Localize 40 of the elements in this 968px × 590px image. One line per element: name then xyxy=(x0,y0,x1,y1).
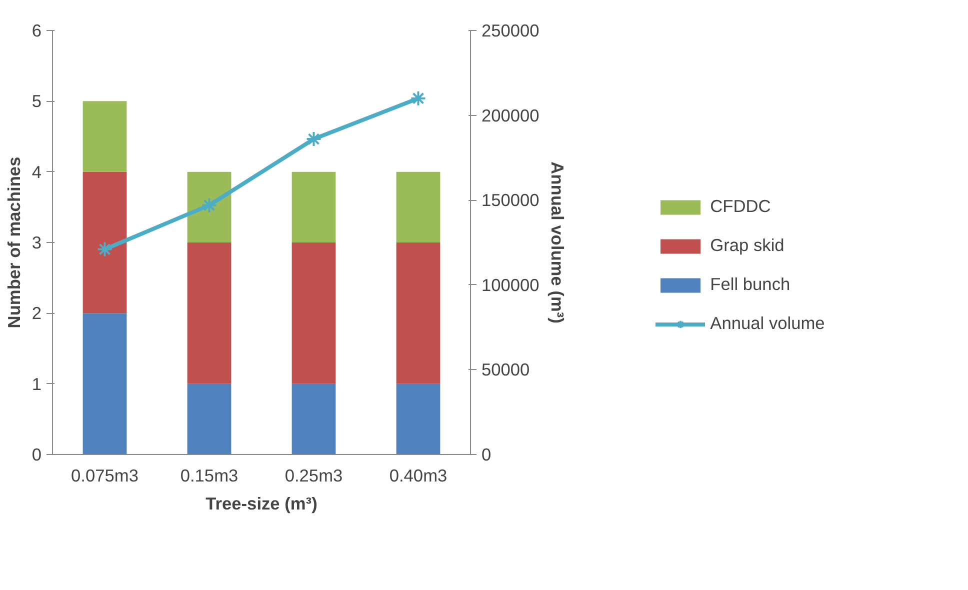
y2-tick-label: 0 xyxy=(482,444,492,464)
y-tick-label: 0 xyxy=(32,444,42,464)
legend-label: Grap skid xyxy=(710,235,784,256)
legend-label: Fell bunch xyxy=(710,274,790,295)
bar xyxy=(396,242,440,384)
bar xyxy=(292,172,336,242)
y2-tick-label: 250000 xyxy=(482,20,540,40)
point xyxy=(201,197,218,214)
bar xyxy=(187,242,232,384)
legend-label: Annual volume xyxy=(710,313,825,334)
legend-label: CFDDC xyxy=(710,196,771,217)
bar xyxy=(292,242,336,384)
y-tick-label: 2 xyxy=(32,303,42,324)
point xyxy=(410,90,426,106)
x-tick-label: 0.40m3 xyxy=(389,466,448,486)
bar xyxy=(187,172,232,242)
y-tick-label: 4 xyxy=(32,162,42,182)
point xyxy=(306,131,322,148)
y2-tick-label: 150000 xyxy=(482,190,540,210)
x-tick-label: 0.15m3 xyxy=(180,466,238,486)
bar xyxy=(82,101,127,172)
y-tick-label: 3 xyxy=(32,232,42,252)
x-axis-title: Tree-size (m³) xyxy=(206,494,318,514)
point xyxy=(96,241,113,258)
bar xyxy=(187,384,232,454)
y-tick-label: 6 xyxy=(32,20,42,40)
y-tick-label: 5 xyxy=(32,91,42,112)
bar xyxy=(396,172,440,242)
x-tick-label: 0.075m3 xyxy=(71,466,138,486)
y-tick-label: 1 xyxy=(32,374,42,394)
y-axis-title: Number of machines xyxy=(4,156,24,328)
bar xyxy=(396,384,440,454)
bar xyxy=(82,313,127,454)
bar xyxy=(292,384,336,454)
bar xyxy=(82,172,127,314)
x-tick-label: 0.25m3 xyxy=(284,466,343,486)
y2-tick-label: 200000 xyxy=(482,105,540,126)
y2-tick-label: 50000 xyxy=(482,360,530,380)
y2-axis-title: Annual volume (m³) xyxy=(547,162,568,324)
y2-tick-label: 100000 xyxy=(482,274,540,295)
